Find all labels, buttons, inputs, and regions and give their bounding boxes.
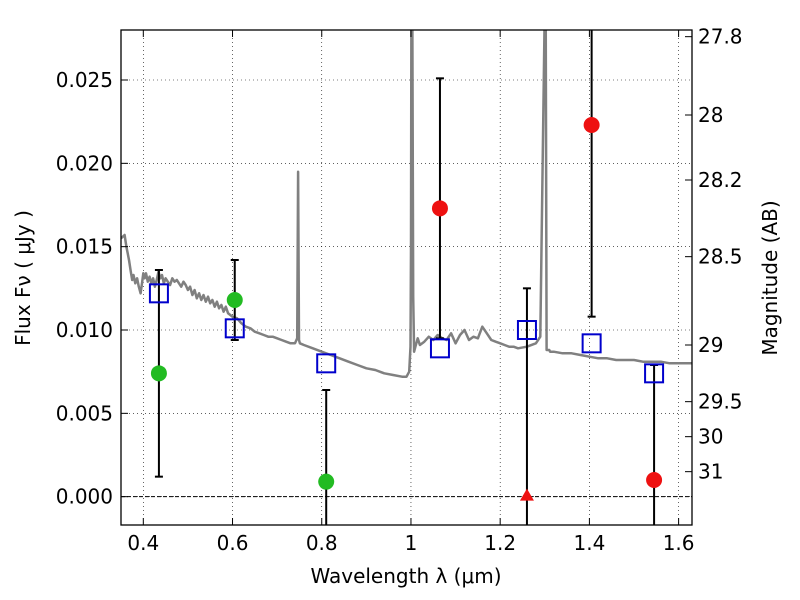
x-tick-label: 1	[405, 531, 418, 555]
x-tick-label: 1.4	[573, 531, 605, 555]
y-tick-label: 0.010	[56, 318, 113, 342]
upper-limit-triangle	[519, 488, 534, 501]
x-tick-label: 1.6	[663, 531, 695, 555]
y-tick-label: 0.000	[56, 485, 113, 509]
model-photometry-square	[581, 333, 602, 354]
x-tick-label: 1.2	[484, 531, 516, 555]
x-axis-title: Wavelength λ (μm)	[310, 564, 501, 588]
optical-flux-point	[226, 292, 243, 308]
axis-ticks: 0.4 0.6 0.8 1 1.2 1.4 1.6 0.000 0.005 0.010 0.015 0…	[56, 25, 743, 555]
y-tick-label: 0.005	[56, 401, 113, 425]
model-photometry-square	[148, 283, 169, 304]
markers	[148, 30, 665, 525]
y2-tick-label: 29	[698, 333, 723, 357]
model-photometry-square	[224, 318, 245, 339]
y2-tick-label: 29.5	[698, 390, 743, 414]
y2-tick-label: 31	[698, 460, 723, 484]
optical-flux-point	[150, 365, 167, 382]
x-tick-label: 0.4	[127, 531, 159, 555]
x-tick-label: 0.8	[306, 531, 338, 555]
model-photometry-square	[429, 338, 450, 359]
plot-area	[121, 30, 692, 378]
model-photometry-square	[516, 320, 537, 340]
x-tick-label: 0.6	[217, 531, 249, 555]
y-axis-title: Flux Fν ( μJy )	[11, 210, 35, 346]
y2-axis-title: Magnitude (AB)	[758, 200, 782, 355]
nir-flux-point	[646, 472, 663, 488]
model-spectrum-line	[121, 30, 692, 378]
grid	[121, 30, 692, 525]
model-photometry-square	[644, 363, 665, 384]
y2-tick-label: 27.8	[698, 25, 743, 49]
y2-tick-label: 28	[698, 103, 723, 127]
y2-tick-label: 28.5	[698, 245, 743, 269]
model-photometry-square	[316, 353, 337, 374]
plot-frame	[120, 29, 693, 526]
nir-flux-point	[431, 200, 448, 217]
y-tick-label: 0.025	[56, 68, 113, 92]
y-tick-label: 0.015	[56, 235, 113, 259]
y-tick-label: 0.020	[56, 151, 113, 175]
y2-tick-label: 30	[698, 425, 723, 449]
nir-flux-point	[583, 117, 600, 133]
y2-tick-label: 28.2	[698, 168, 743, 192]
optical-flux-point	[318, 473, 335, 490]
